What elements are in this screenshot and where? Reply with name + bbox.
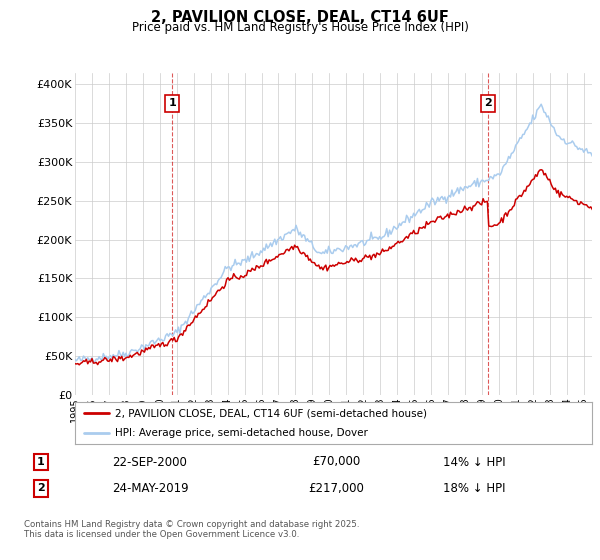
Text: £70,000: £70,000 (312, 455, 360, 469)
Text: 1: 1 (168, 99, 176, 109)
Text: 1: 1 (37, 457, 44, 467)
Text: 22-SEP-2000: 22-SEP-2000 (113, 455, 187, 469)
Text: Contains HM Land Registry data © Crown copyright and database right 2025.
This d: Contains HM Land Registry data © Crown c… (24, 520, 359, 539)
Text: 2: 2 (485, 99, 492, 109)
Text: HPI: Average price, semi-detached house, Dover: HPI: Average price, semi-detached house,… (115, 428, 368, 438)
Text: 2, PAVILION CLOSE, DEAL, CT14 6UF: 2, PAVILION CLOSE, DEAL, CT14 6UF (151, 10, 449, 25)
Text: 2: 2 (37, 483, 44, 493)
Text: Price paid vs. HM Land Registry's House Price Index (HPI): Price paid vs. HM Land Registry's House … (131, 21, 469, 34)
Text: £217,000: £217,000 (308, 482, 364, 495)
Text: 2, PAVILION CLOSE, DEAL, CT14 6UF (semi-detached house): 2, PAVILION CLOSE, DEAL, CT14 6UF (semi-… (115, 408, 427, 418)
Text: 18% ↓ HPI: 18% ↓ HPI (443, 482, 505, 495)
Text: 14% ↓ HPI: 14% ↓ HPI (443, 455, 505, 469)
Text: 24-MAY-2019: 24-MAY-2019 (112, 482, 188, 495)
